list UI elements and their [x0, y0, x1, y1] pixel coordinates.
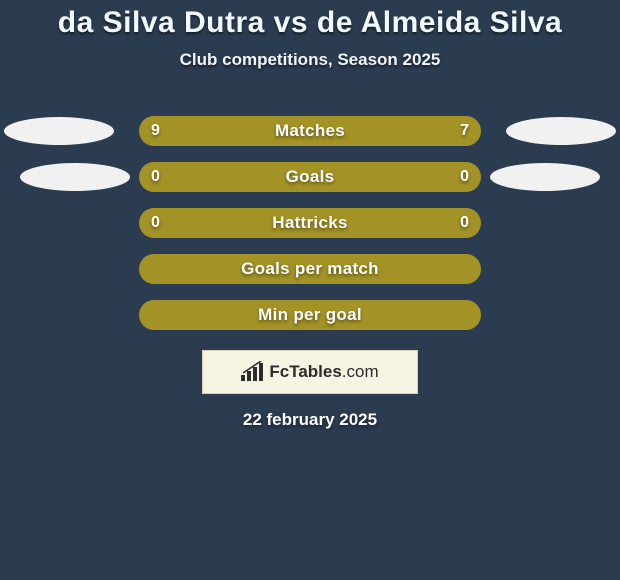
- stat-row: Goals 0 0: [0, 154, 620, 200]
- stat-label: Goals: [286, 167, 335, 187]
- stat-value-left: 0: [151, 168, 160, 186]
- player-left-ellipse: [4, 117, 114, 145]
- player-right-ellipse: [490, 163, 600, 191]
- page-title: da Silva Dutra vs de Almeida Silva: [0, 6, 620, 40]
- brand-text: FcTables.com: [269, 362, 378, 382]
- stat-row: Matches 9 7: [0, 108, 620, 154]
- comparison-card: da Silva Dutra vs de Almeida Silva Club …: [0, 0, 620, 430]
- stat-bar: Min per goal: [139, 300, 481, 330]
- stat-row: Goals per match: [0, 246, 620, 292]
- stat-bar: Goals per match: [139, 254, 481, 284]
- brand-box[interactable]: FcTables.com: [202, 350, 418, 394]
- stat-row: Hattricks 0 0: [0, 200, 620, 246]
- stat-bar-right: [331, 116, 481, 146]
- brand-inner: FcTables.com: [241, 361, 378, 383]
- subtitle: Club competitions, Season 2025: [0, 50, 620, 70]
- stat-bar: Hattricks 0 0: [139, 208, 481, 238]
- stat-bar: Goals 0 0: [139, 162, 481, 192]
- stat-rows: Matches 9 7 Goals 0 0 Hattricks 0 0 Goals per mat…: [0, 108, 620, 338]
- stat-value-right: 0: [460, 214, 469, 232]
- brand-suffix: .com: [342, 362, 379, 381]
- stat-label: Min per goal: [258, 305, 362, 325]
- stat-label: Matches: [275, 121, 345, 141]
- stat-bar-left: [139, 162, 310, 192]
- stat-value-left: 0: [151, 214, 160, 232]
- player-left-ellipse: [20, 163, 130, 191]
- stat-label: Goals per match: [241, 259, 379, 279]
- stat-value-left: 9: [151, 122, 160, 140]
- stat-label: Hattricks: [272, 213, 347, 233]
- stat-bar-right: [310, 162, 481, 192]
- player-right-ellipse: [506, 117, 616, 145]
- stat-value-right: 0: [460, 168, 469, 186]
- brand-prefix: Fc: [269, 362, 289, 381]
- snapshot-date: 22 february 2025: [0, 410, 620, 430]
- brand-main: Tables: [289, 362, 342, 381]
- stat-value-right: 7: [460, 122, 469, 140]
- bar-chart-icon: [241, 361, 265, 383]
- stat-bar: Matches 9 7: [139, 116, 481, 146]
- stat-row: Min per goal: [0, 292, 620, 338]
